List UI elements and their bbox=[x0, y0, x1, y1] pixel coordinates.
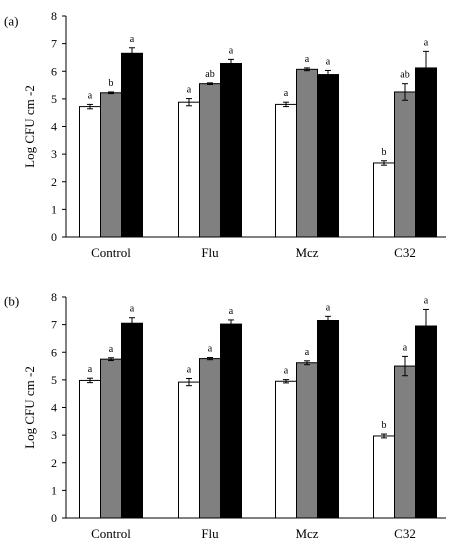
significance-letter: a bbox=[305, 347, 310, 358]
significance-letter: a bbox=[284, 366, 289, 377]
y-tick-label: 5 bbox=[51, 92, 57, 106]
bar bbox=[296, 68, 318, 238]
y-tick-label: 2 bbox=[51, 175, 57, 189]
y-tick-label: 8 bbox=[51, 290, 57, 304]
bar bbox=[199, 83, 221, 238]
bar bbox=[121, 322, 143, 519]
x-tick-label: Flu bbox=[201, 245, 219, 260]
significance-letter: a bbox=[326, 56, 331, 67]
significance-letter: a bbox=[229, 45, 234, 56]
bar bbox=[275, 103, 297, 238]
panel-a: (a) Log CFU cm -2 0 1 2 3 4 5 6 7 8 Control Flu Mcz C3… bbox=[4, 9, 446, 260]
significance-letter: a bbox=[88, 90, 93, 101]
bar bbox=[317, 74, 339, 238]
y-tick-label: 0 bbox=[51, 230, 57, 244]
bar bbox=[199, 358, 221, 519]
panel-label: (a) bbox=[4, 14, 18, 29]
bar bbox=[79, 379, 101, 519]
bar bbox=[100, 358, 122, 519]
significance-letter: a bbox=[284, 88, 289, 99]
significance-letter: b bbox=[109, 78, 114, 89]
bar bbox=[373, 435, 395, 519]
significance-letter: a bbox=[424, 295, 429, 306]
significance-letter: a bbox=[187, 364, 192, 375]
x-tick-label: Mcz bbox=[295, 245, 318, 260]
significance-letter: a bbox=[424, 37, 429, 48]
bar bbox=[178, 381, 200, 519]
y-tick-label: 6 bbox=[51, 345, 57, 359]
bar bbox=[79, 106, 101, 238]
y-axis-title: Log CFU cm -2 bbox=[22, 366, 37, 449]
bar bbox=[100, 92, 122, 238]
bar bbox=[178, 101, 200, 238]
significance-letter: a bbox=[305, 54, 310, 65]
significance-letter: a bbox=[326, 302, 331, 313]
significance-letter: b bbox=[382, 420, 387, 431]
bar bbox=[220, 323, 242, 519]
significance-letter: a bbox=[88, 364, 93, 375]
y-tick-label: 6 bbox=[51, 64, 57, 78]
x-tick-label: Flu bbox=[201, 526, 219, 541]
x-tick-label: Control bbox=[91, 526, 131, 541]
y-tick-label: 4 bbox=[51, 120, 57, 134]
bar bbox=[275, 380, 297, 519]
significance-letter: a bbox=[208, 343, 213, 354]
bar bbox=[394, 91, 416, 238]
bar bbox=[220, 63, 242, 238]
significance-letter: ab bbox=[400, 70, 409, 81]
bar bbox=[317, 319, 339, 519]
bar bbox=[394, 365, 416, 519]
significance-letter: a bbox=[109, 344, 114, 355]
y-tick-label: 3 bbox=[51, 428, 57, 442]
bar bbox=[373, 162, 395, 238]
significance-letter: b bbox=[382, 147, 387, 158]
x-tick-label: C32 bbox=[394, 245, 416, 260]
y-tick-label: 2 bbox=[51, 456, 57, 470]
y-tick-label: 0 bbox=[51, 511, 57, 525]
y-axis-title: Log CFU cm -2 bbox=[22, 85, 37, 168]
significance-letter: a bbox=[403, 342, 408, 353]
x-tick-label: Mcz bbox=[295, 526, 318, 541]
bar bbox=[415, 325, 437, 519]
y-tick-label: 4 bbox=[51, 401, 57, 415]
y-tick-label: 1 bbox=[51, 483, 57, 497]
significance-letter: ab bbox=[205, 69, 214, 80]
significance-letter: a bbox=[130, 34, 135, 45]
significance-letter: a bbox=[187, 85, 192, 96]
significance-letter: a bbox=[229, 306, 234, 317]
y-tick-label: 5 bbox=[51, 373, 57, 387]
y-tick-label: 1 bbox=[51, 202, 57, 216]
bar bbox=[121, 52, 143, 238]
y-tick-label: 7 bbox=[51, 37, 57, 51]
x-tick-label: C32 bbox=[394, 526, 416, 541]
significance-letter: a bbox=[130, 304, 135, 315]
x-tick-label: Control bbox=[91, 245, 131, 260]
y-tick-label: 8 bbox=[51, 9, 57, 23]
y-tick-label: 7 bbox=[51, 318, 57, 332]
bar bbox=[415, 67, 437, 238]
panel-label: (b) bbox=[4, 294, 19, 309]
y-tick-label: 3 bbox=[51, 147, 57, 161]
panel-b: (b) Log CFU cm -2 0 1 2 3 4 5 6 7 8 Control Flu Mcz C3… bbox=[4, 290, 446, 541]
bar bbox=[296, 362, 318, 519]
